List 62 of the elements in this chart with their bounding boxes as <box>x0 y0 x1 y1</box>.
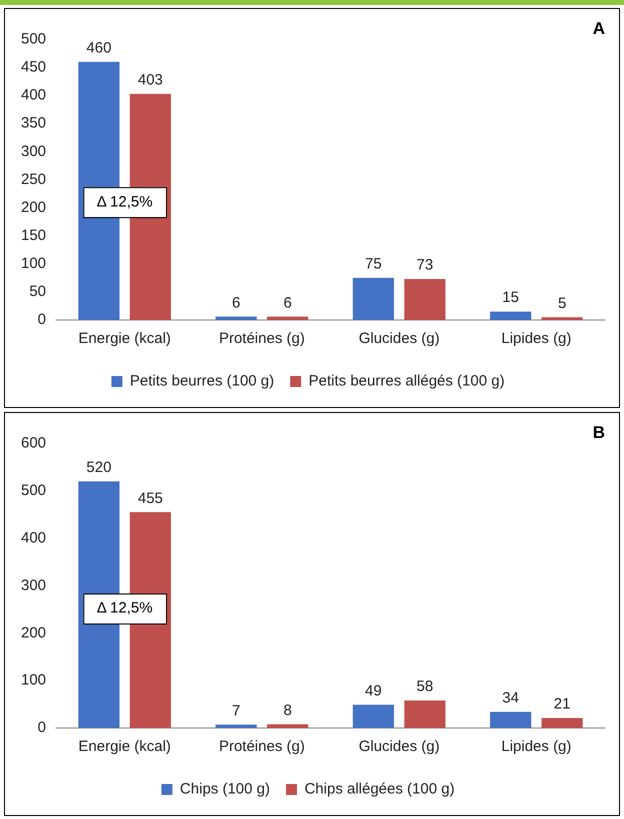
data-label: 460 <box>86 39 112 56</box>
bar <box>542 718 583 728</box>
data-label: 73 <box>416 256 434 274</box>
y-tick-label: 500 <box>20 482 46 499</box>
y-tick-label: 0 <box>38 719 46 736</box>
y-tick-label: 450 <box>20 58 46 76</box>
x-tick-label: Energie (kcal) <box>78 738 171 756</box>
annotation: Δ 12,5% <box>96 600 153 617</box>
y-tick-label: 500 <box>20 30 46 48</box>
data-label: 7 <box>232 702 240 720</box>
bar <box>216 316 257 320</box>
bar <box>490 312 532 320</box>
bar <box>352 278 394 320</box>
bar <box>267 316 308 320</box>
y-tick-label: 600 <box>20 434 46 452</box>
bar <box>216 724 257 728</box>
legend-label: Petits beurres (100 g) <box>130 372 274 390</box>
y-tick-label: 400 <box>20 86 46 104</box>
y-tick-label: 100 <box>20 672 46 689</box>
data-label: 6 <box>232 294 240 312</box>
bar <box>267 724 308 728</box>
y-tick-label: 50 <box>29 283 46 300</box>
y-tick-label: 200 <box>20 624 46 642</box>
data-label: 34 <box>502 690 519 707</box>
legend-label: Chips (100 g) <box>180 780 270 798</box>
legend-label: Petits beurres allégés (100 g) <box>308 372 505 390</box>
x-tick-label: Glucides (g) <box>358 330 440 348</box>
data-label: 21 <box>554 696 570 713</box>
bar <box>542 317 583 320</box>
x-tick-label: Protéines (g) <box>218 330 305 348</box>
x-tick-label: Protéines (g) <box>218 738 305 756</box>
y-tick-label: 0 <box>38 311 46 328</box>
legend-label: Chips allégées (100 g) <box>304 780 455 798</box>
y-tick-label: 150 <box>20 226 46 244</box>
y-tick-label: 250 <box>20 170 46 188</box>
data-label: 403 <box>138 71 163 88</box>
y-tick-label: 350 <box>20 114 46 132</box>
data-label: 5 <box>558 294 566 312</box>
data-label: 75 <box>365 256 382 273</box>
x-tick-label: Energie (kcal) <box>78 330 171 348</box>
bar <box>352 704 394 728</box>
data-label: 8 <box>283 702 292 719</box>
annotation: Δ 12,5% <box>96 193 153 210</box>
x-tick-label: Lipides (g) <box>501 738 572 756</box>
data-label: 520 <box>86 458 112 476</box>
x-tick-label: Glucides (g) <box>358 738 440 756</box>
y-tick-label: 400 <box>20 529 46 546</box>
y-tick-label: 300 <box>20 142 46 160</box>
chart-title: B <box>592 422 605 442</box>
y-tick-label: 200 <box>20 198 46 216</box>
data-label: 6 <box>283 294 292 312</box>
bar <box>404 279 446 320</box>
x-tick-label: Lipides (g) <box>501 330 572 348</box>
data-label: 455 <box>138 490 163 507</box>
y-tick-label: 100 <box>20 255 46 272</box>
y-tick-label: 300 <box>20 576 46 594</box>
bar <box>404 700 446 728</box>
data-label: 58 <box>416 678 434 696</box>
bar <box>490 712 532 728</box>
data-label: 15 <box>502 289 519 306</box>
data-label: 49 <box>365 682 382 700</box>
chart-title: A <box>592 18 605 38</box>
